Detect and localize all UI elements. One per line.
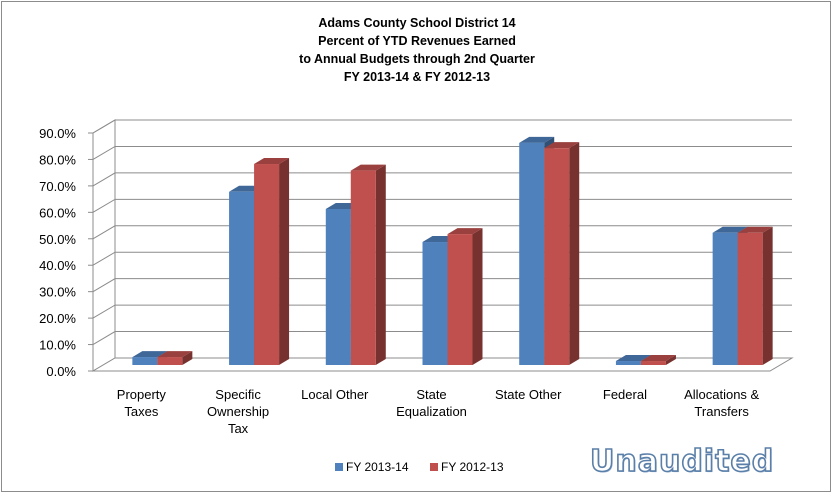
x-category-label-line: Local Other — [301, 387, 369, 402]
x-category-label-line: Transfers — [694, 404, 749, 419]
bar-side — [182, 351, 193, 365]
x-category-label-line: State Other — [495, 387, 562, 402]
gridline — [92, 198, 792, 213]
bar — [640, 361, 666, 365]
bar-top — [737, 226, 773, 233]
x-category-label-line: Tax — [228, 421, 249, 436]
x-category-label-line: Equalization — [396, 404, 467, 419]
y-tick-label: 40.0% — [39, 258, 76, 273]
legend-swatch — [430, 463, 438, 471]
x-category-label: Local Other — [301, 387, 369, 402]
x-category-label-line: Taxes — [124, 404, 158, 419]
bar-top — [544, 142, 580, 149]
x-category-label: State Equalization — [396, 387, 467, 419]
chart-title-line-1: Adams County School District 14 — [318, 16, 516, 30]
chart-title-line-2: Percent of YTD Revenues Earned — [318, 34, 516, 48]
bar-top — [157, 351, 193, 358]
x-category-label: Allocations & Transfers — [684, 387, 759, 419]
x-category-label-line: State — [416, 387, 446, 402]
x-category-label-line: Allocations & — [684, 387, 759, 402]
bar-side — [472, 228, 483, 365]
x-category-label: Property Taxes — [117, 387, 167, 419]
bar — [132, 357, 158, 365]
bar — [447, 234, 473, 365]
bar-top — [615, 355, 651, 362]
gridline — [92, 145, 792, 160]
bar — [350, 170, 376, 365]
legend-label: FY 2012-13 — [441, 460, 504, 474]
bar — [544, 148, 570, 365]
bar — [422, 242, 448, 365]
x-category-label: Specific Ownership Tax — [207, 387, 269, 436]
y-tick-label: 30.0% — [39, 285, 76, 300]
bar-side — [665, 355, 676, 365]
chart-title-line-4: FY 2013-14 & FY 2012-13 — [343, 70, 491, 84]
bar-top — [350, 164, 386, 171]
gridline — [92, 119, 792, 134]
x-category-label-line: Specific — [215, 387, 261, 402]
y-tick-label: 80.0% — [39, 152, 76, 167]
bar — [325, 208, 351, 365]
bar-top — [254, 158, 290, 165]
bar-side — [375, 164, 386, 365]
y-tick-label: 70.0% — [39, 179, 76, 194]
bar-side — [279, 158, 290, 365]
bar — [712, 232, 738, 365]
x-category-label: State Other — [495, 387, 562, 402]
x-category-label-line: Federal — [603, 387, 647, 402]
bar — [519, 142, 545, 365]
y-tick-label: 50.0% — [39, 232, 76, 247]
legend-label: FY 2013-14 — [346, 460, 409, 474]
unaudited-watermark: Unaudited — [589, 443, 775, 480]
y-tick-label: 60.0% — [39, 205, 76, 220]
chart-title: Adams County School District 14 Percent … — [0, 14, 834, 86]
x-category-label-line: Property — [117, 387, 167, 402]
bar-top — [640, 355, 676, 362]
bar-top — [712, 226, 748, 233]
bar-side — [762, 226, 773, 365]
bar-top — [447, 228, 483, 235]
bar-side — [569, 142, 580, 365]
y-tick-label: 20.0% — [39, 311, 76, 326]
y-tick-label: 10.0% — [39, 338, 76, 353]
y-tick-label: 0.0% — [46, 364, 76, 379]
x-category-label: Federal — [603, 387, 647, 402]
x-category-label-line: Ownership — [207, 404, 269, 419]
gridline — [92, 172, 792, 187]
legend-swatch — [335, 463, 343, 471]
bar — [615, 361, 641, 365]
y-tick-label: 90.0% — [39, 126, 76, 141]
bar — [157, 357, 183, 365]
bar-top — [519, 136, 555, 143]
bar — [254, 164, 280, 365]
bar — [737, 232, 763, 365]
bar-top — [132, 351, 168, 358]
chart-title-line-3: to Annual Budgets through 2nd Quarter — [299, 52, 535, 66]
bar — [229, 191, 255, 365]
